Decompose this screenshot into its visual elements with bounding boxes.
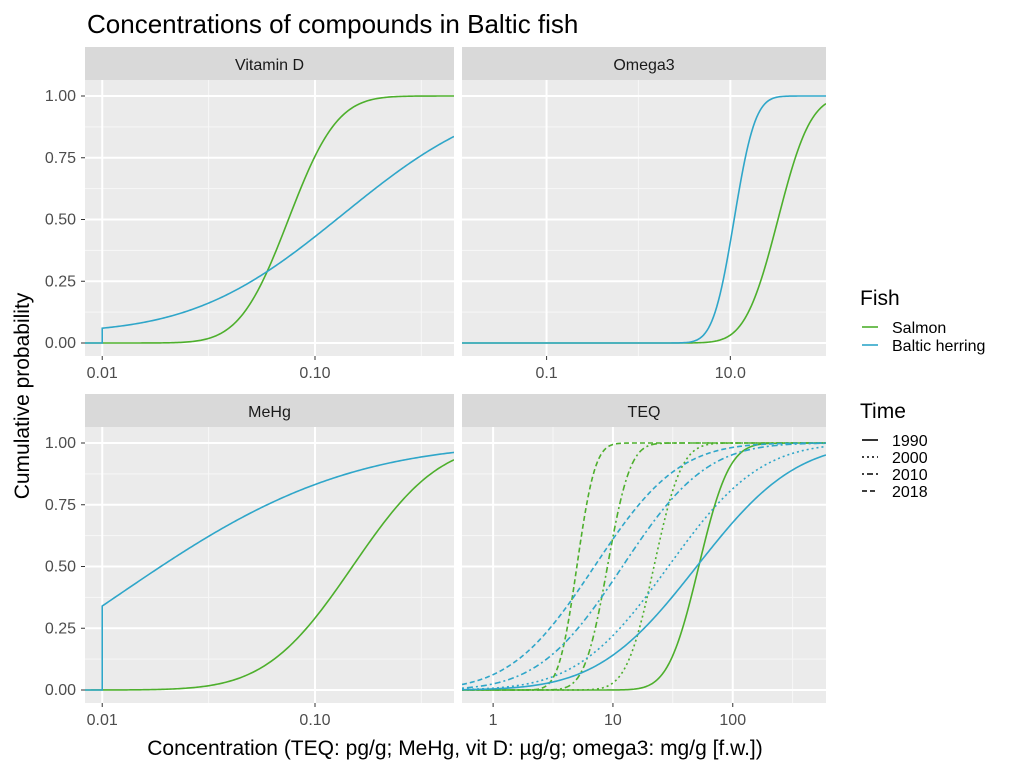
panel-teq: TEQ 1 10 100 [462,394,826,729]
x-tick-label: 0.1 [535,365,557,382]
facet-strip [85,47,454,80]
series-line-baltic-herring-2010 [462,442,826,689]
facet-strip-label: Vitamin D [235,57,304,74]
y-axis-label: Cumulative probability [11,292,34,499]
series-line-salmon-1990 [85,459,454,691]
y-tick-label: 0.00 [45,335,76,352]
facet-panels: Vitamin D 0.00 0.25 0.50 0.75 1.00 0.01 0.10 Ome… [45,47,826,729]
x-tick-label: 0.10 [299,365,330,382]
legend-time-title: Time [860,400,906,423]
facet-strip [462,394,826,427]
y-tick-label: 0.75 [45,150,76,167]
legend-fish-title: Fish [860,287,900,310]
x-tick-label: 0.01 [87,365,118,382]
panel-background [462,427,826,703]
facet-strip-label: TEQ [628,404,661,421]
panel-background [85,427,454,703]
legend-fish-label: Baltic herring [892,338,985,355]
y-tick-label: 0.25 [45,273,76,290]
panel-omega3: Omega3 0.1 10.0 [462,47,826,382]
facet-strip-label: Omega3 [613,57,674,74]
legend-time-label: 2010 [892,467,928,484]
series-line-baltic-herring-1990 [85,135,454,344]
legend-time-label: 1990 [892,433,928,450]
x-axis-label: Concentration (TEQ: pg/g; MeHg, vit D: µ… [147,737,763,760]
series-line-salmon-2018 [462,442,826,691]
series-line-baltic-herring-1990 [462,95,826,344]
x-tick-label: 10.0 [715,365,746,382]
series-line-salmon-1990 [85,95,454,344]
panel-vitamin-d: Vitamin D 0.00 0.25 0.50 0.75 1.00 0.01 0.10 [45,47,454,382]
x-tick-label: 0.01 [87,712,118,729]
chart-title: Concentrations of compounds in Baltic fi… [87,9,578,39]
series-line-baltic-herring-2000 [462,445,826,691]
y-tick-label: 0.25 [45,620,76,637]
series-line-baltic-herring-2018 [462,442,826,686]
y-tick-label: 1.00 [45,435,76,452]
series-line-baltic-herring-1990 [85,451,454,691]
y-tick-label: 0.75 [45,497,76,514]
x-tick-label: 1 [489,712,498,729]
facet-strip [462,47,826,80]
legend-time-label: 2018 [892,484,928,501]
x-tick-label: 0.10 [299,712,330,729]
panel-background [462,80,826,356]
x-tick-label: 100 [719,712,746,729]
x-tick-label: 10 [604,712,622,729]
legend-fish-label: Salmon [892,320,946,337]
legend-time-label: 2000 [892,450,928,467]
facet-strip [85,394,454,427]
facet-strip-label: MeHg [248,404,291,421]
y-tick-label: 1.00 [45,88,76,105]
y-tick-label: 0.50 [45,212,76,229]
panel-background [85,80,454,356]
series-line-salmon-2010 [462,442,826,691]
y-tick-label: 0.00 [45,682,76,699]
y-tick-label: 0.50 [45,559,76,576]
series-line-baltic-herring-1990 [462,454,826,691]
panel-mehg: MeHg 0.00 0.25 0.50 0.75 1.00 0.01 0.10 [45,394,454,729]
